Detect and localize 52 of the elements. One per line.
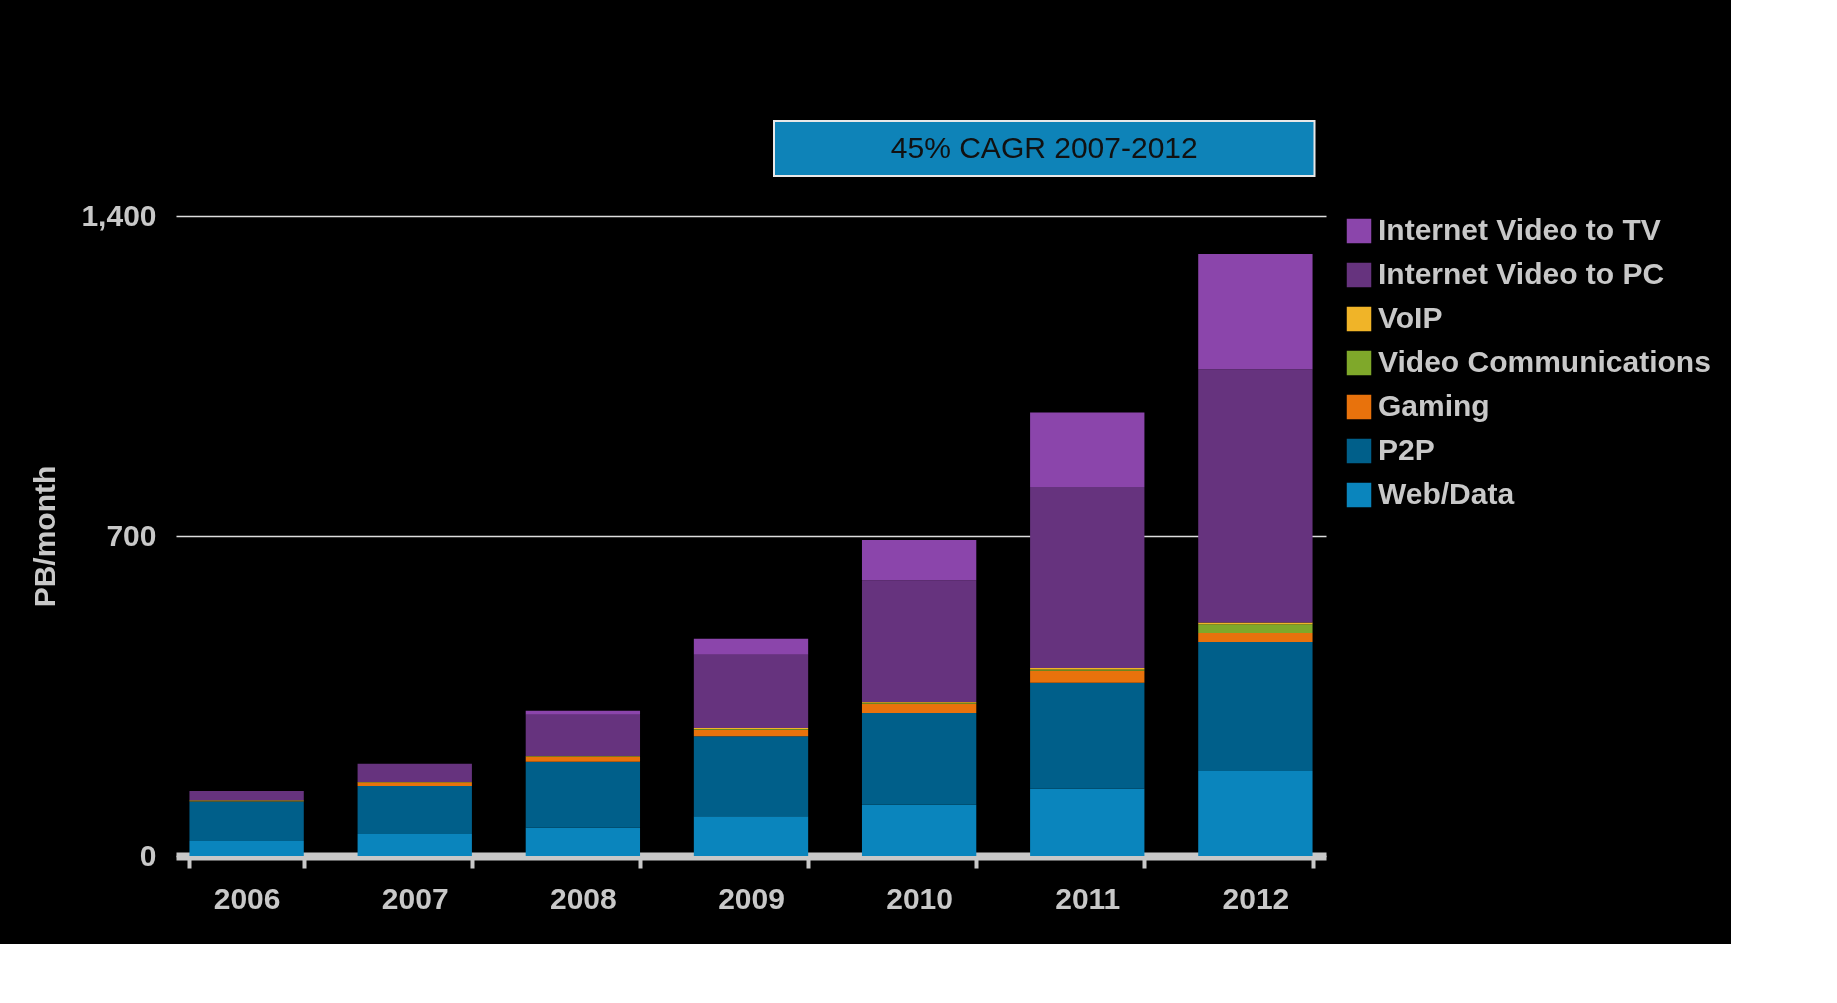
- bar: [693, 816, 809, 856]
- legend-label: Internet Video to PC: [1378, 257, 1665, 290]
- bar: [861, 804, 977, 856]
- x-tick-label: 2011: [1055, 881, 1121, 915]
- bar: [1030, 788, 1145, 856]
- bar: [1198, 642, 1313, 771]
- x-tick-label: 2006: [213, 881, 281, 915]
- legend-label: VoIP: [1378, 301, 1443, 334]
- bar: [357, 763, 472, 782]
- bar: [1198, 770, 1313, 856]
- bar: [693, 638, 809, 655]
- y-tick-label: 700: [106, 518, 157, 552]
- bar: [1030, 412, 1145, 488]
- legend-label: Video Communications: [1378, 345, 1711, 378]
- bar: [693, 654, 809, 728]
- x-tick-label: 2007: [381, 881, 449, 915]
- bar: [1198, 632, 1313, 643]
- bar: [357, 834, 472, 856]
- text: 45% CAGR 2007-2012: [890, 131, 1198, 164]
- bar: [1198, 369, 1313, 623]
- bar: [357, 782, 472, 787]
- y-tick-label: 1,400: [81, 198, 157, 232]
- bar: [189, 791, 304, 801]
- y-tick-label: 0: [139, 838, 157, 872]
- bar: [1198, 253, 1313, 370]
- y-axis-title: PB/month: [28, 465, 62, 608]
- x-tick-label: 2010: [886, 881, 953, 915]
- bar: [1030, 682, 1145, 789]
- legend-label: P2P: [1378, 433, 1435, 466]
- bar: [357, 786, 472, 835]
- bar: [693, 736, 809, 817]
- x-tick-label: 2009: [718, 881, 785, 915]
- bar: [861, 580, 977, 702]
- bar: [861, 540, 977, 581]
- bar: [1030, 487, 1145, 669]
- legend-label: Gaming: [1378, 389, 1490, 422]
- bar: [861, 712, 977, 805]
- bar: [525, 827, 641, 856]
- bar: [861, 703, 977, 713]
- bar: [525, 761, 641, 828]
- bar: [525, 714, 641, 756]
- x-tick-label: 2008: [550, 881, 617, 915]
- bar: [1198, 624, 1313, 633]
- bar: [189, 840, 304, 856]
- bar: [189, 801, 304, 841]
- bar: [525, 710, 641, 715]
- bar: [693, 729, 809, 737]
- legend-label: Web/Data: [1378, 477, 1515, 510]
- x-tick-label: 2012: [1222, 881, 1290, 915]
- bar: [1030, 670, 1145, 683]
- legend-label: Internet Video to TV: [1378, 213, 1661, 246]
- bar: [525, 756, 641, 762]
